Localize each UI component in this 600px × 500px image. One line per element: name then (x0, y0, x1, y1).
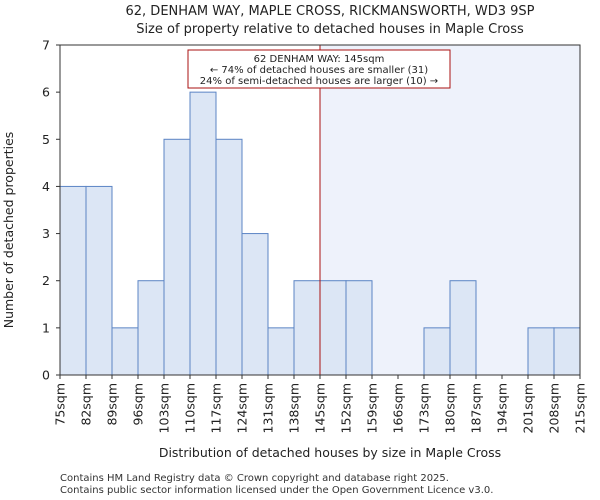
x-tick-label: 82sqm (79, 383, 94, 426)
y-axis-label: Number of detached properties (1, 132, 16, 329)
x-tick-label: 152sqm (339, 383, 354, 433)
x-tick-label: 145sqm (313, 383, 328, 433)
y-tick-label: 0 (42, 368, 50, 383)
y-ticks: 0 1 2 3 4 5 6 7 (42, 38, 60, 383)
histogram-bar (111, 327, 139, 376)
y-tick-label: 4 (42, 179, 50, 194)
x-tick-label: 194sqm (495, 383, 510, 433)
x-tick-label: 201sqm (521, 383, 536, 433)
annotation-line-2: ← 74% of detached houses are smaller (31… (210, 65, 428, 76)
histogram-bar (345, 280, 373, 376)
histogram-bar (215, 138, 243, 376)
footer-line-1: Contains HM Land Registry data © Crown c… (60, 473, 449, 484)
histogram-bar (163, 138, 191, 376)
x-tick-label: 131sqm (261, 383, 276, 433)
annotation-frame (187, 49, 451, 89)
annotation-line-1: 62 DENHAM WAY: 145sqm (254, 54, 385, 65)
histogram-bar (527, 327, 555, 376)
chart-title: 62, DENHAM WAY, MAPLE CROSS, RICKMANSWOR… (126, 4, 535, 19)
x-tick-label: 89sqm (105, 383, 120, 426)
y-tick-label: 1 (42, 320, 50, 335)
chart-subtitle: Size of property relative to detached ho… (136, 22, 524, 37)
x-tick-label: 138sqm (287, 383, 302, 433)
y-tick-label: 7 (42, 38, 50, 53)
x-tick-label: 75sqm (53, 383, 68, 426)
histogram-bar (59, 185, 87, 376)
x-tick-label: 208sqm (547, 383, 562, 433)
y-tick-label: 5 (42, 132, 50, 147)
footer-line-2: Contains public sector information licen… (60, 485, 494, 496)
x-tick-label: 187sqm (469, 383, 484, 433)
x-tick-label: 215sqm (573, 383, 588, 433)
x-tick-label: 124sqm (235, 383, 250, 433)
histogram-bar (319, 280, 347, 376)
x-tick-label: 173sqm (417, 383, 432, 433)
histogram-bar (293, 280, 321, 376)
x-tick-label: 159sqm (365, 383, 380, 433)
y-tick-label: 6 (42, 85, 50, 100)
histogram-bar (423, 327, 451, 376)
x-tick-label: 166sqm (391, 383, 406, 433)
histogram-bar (449, 280, 477, 376)
y-tick-label: 3 (42, 226, 50, 241)
x-tick-label: 96sqm (131, 383, 146, 426)
histogram-bar (137, 280, 165, 376)
histogram-bar (553, 327, 581, 376)
histogram-bar (85, 185, 113, 376)
x-axis-label: Distribution of detached houses by size … (159, 445, 501, 460)
x-tick-label: 103sqm (157, 383, 172, 433)
x-tick-label: 180sqm (443, 383, 458, 433)
x-tick-label: 117sqm (209, 383, 224, 433)
y-tick-label: 2 (42, 273, 50, 288)
histogram-bar (241, 233, 269, 376)
histogram-bar (189, 91, 217, 376)
x-ticks: 75sqm 82sqm 89sqm 96sqm 103sqm 110sqm 117sqm 12… (53, 375, 588, 433)
histogram-bar (267, 327, 295, 376)
x-tick-label: 110sqm (183, 383, 198, 433)
annotation-line-3: 24% of semi-detached houses are larger (… (200, 76, 438, 87)
bars-group (59, 91, 581, 376)
annotation-box: 62 DENHAM WAY: 145sqm ← 74% of detached … (187, 49, 451, 89)
